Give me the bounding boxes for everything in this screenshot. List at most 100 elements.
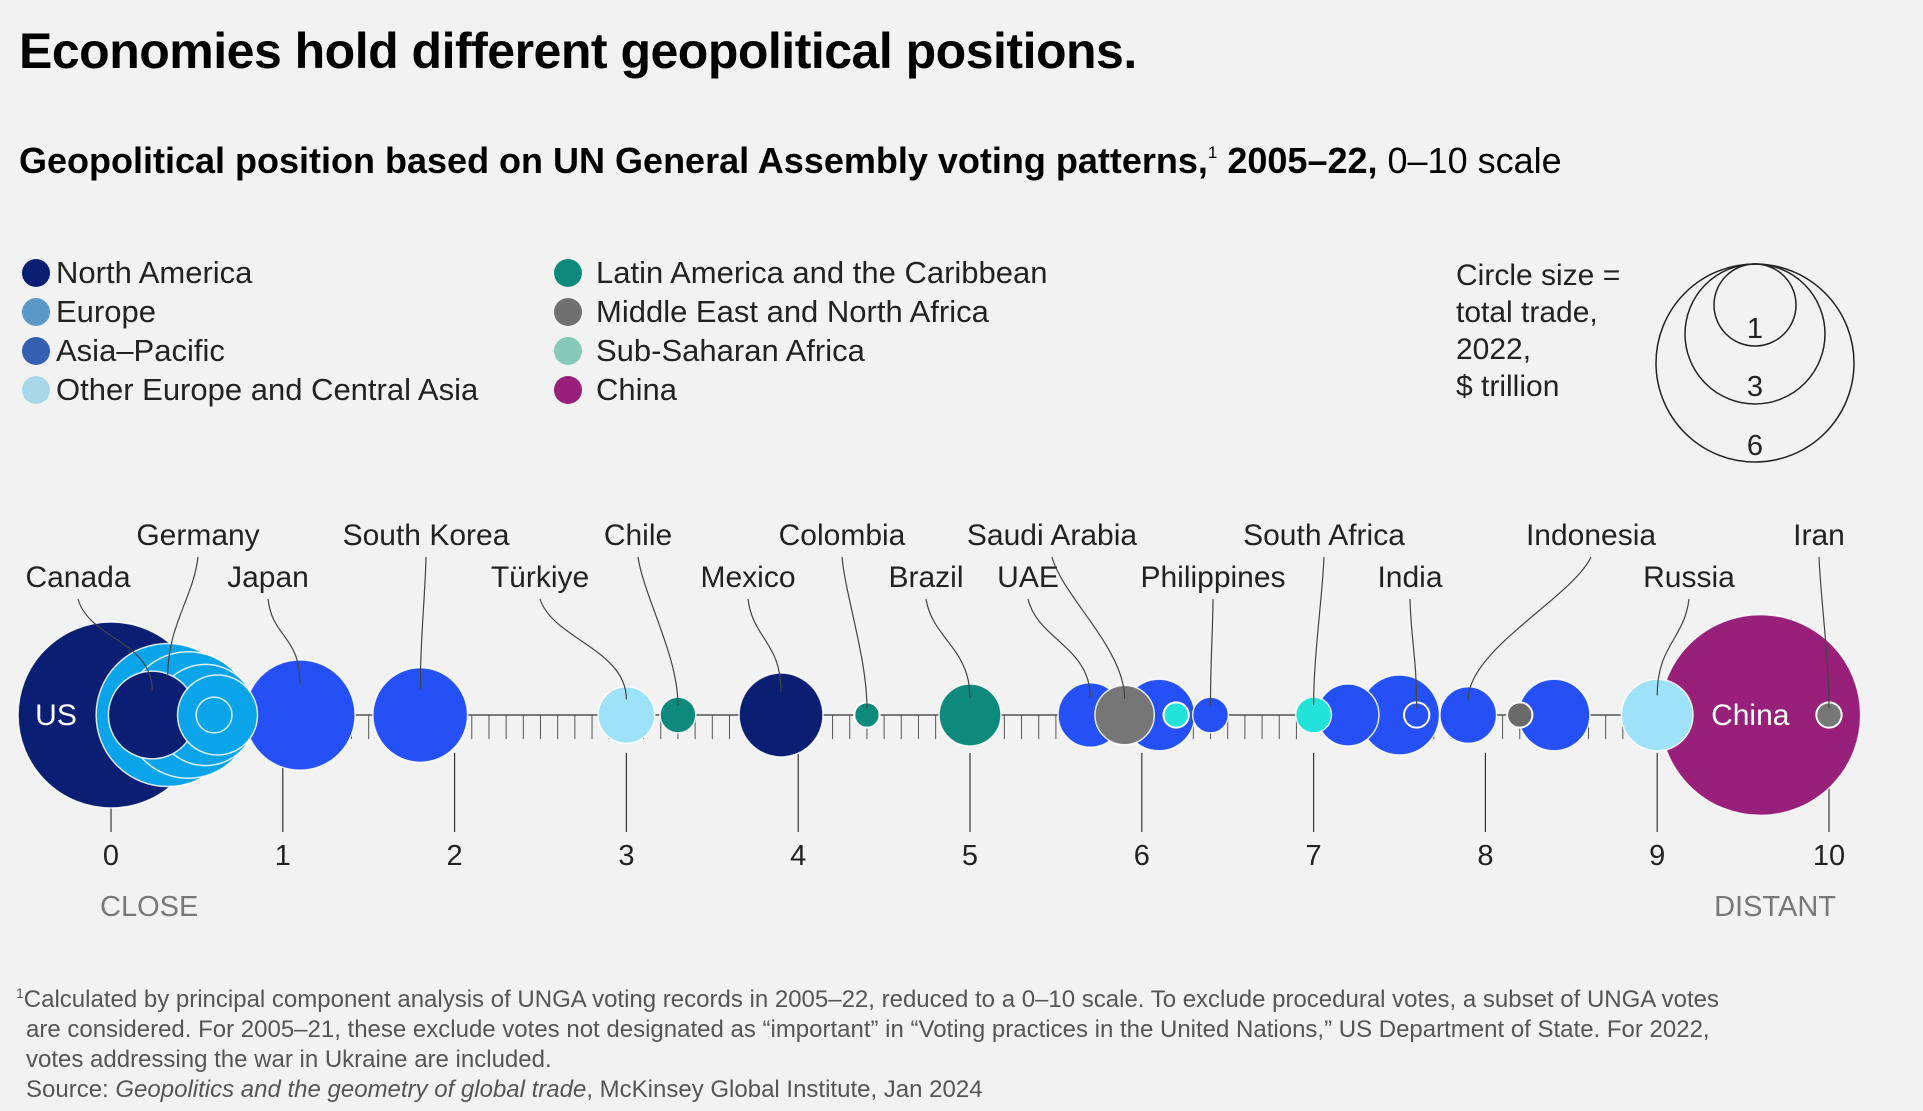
x-tick-label: 9 xyxy=(1649,840,1665,872)
legend-label: Asia–Pacific xyxy=(56,332,225,368)
footnote-line-2: are considered. For 2005–21, these exclu… xyxy=(26,1016,1710,1043)
legend-swatch xyxy=(22,375,50,404)
point-label-russia: Russia xyxy=(1643,561,1735,594)
subtitle-footnote-marker: 1 xyxy=(1207,143,1218,162)
point-label-china: China xyxy=(1711,699,1790,732)
source-prefix: Source: xyxy=(26,1076,116,1103)
bubble-brazil xyxy=(938,683,1002,747)
size-key-line: Circle size = xyxy=(1456,259,1621,292)
legend-item-sub-saharan-africa: Sub-Saharan Africa xyxy=(554,331,1048,370)
point-label-philippines: Philippines xyxy=(1140,561,1285,594)
point-label-indonesia: Indonesia xyxy=(1526,519,1656,552)
legend-swatch xyxy=(22,297,50,326)
legend-item-asia-pacific: Asia–Pacific xyxy=(22,331,478,370)
point-label-saudi-arabia: Saudi Arabia xyxy=(967,519,1137,552)
leader-line-philippines xyxy=(1209,598,1214,706)
x-tick-label: 10 xyxy=(1813,840,1845,872)
footnote-line-3: votes addressing the war in Ukraine are … xyxy=(26,1046,552,1073)
x-tick-label: 4 xyxy=(790,840,806,872)
bubble-unlabeled-6 xyxy=(195,696,233,734)
axis-end-label-close: CLOSE xyxy=(100,891,198,923)
point-label-us: US xyxy=(35,699,77,732)
leader-line-colombia xyxy=(841,556,868,709)
point-label-south-korea: South Korea xyxy=(343,519,510,552)
leader-line-iran xyxy=(1818,556,1830,709)
point-label-canada: Canada xyxy=(25,561,130,594)
leader-line-brazil xyxy=(925,598,971,698)
size-key-line: 2022, xyxy=(1456,333,1532,366)
leader-line-saudi-arabia xyxy=(1051,556,1126,699)
bubble-unlabeled-24 xyxy=(1506,701,1534,729)
leader-line-india xyxy=(1409,598,1418,709)
source-suffix: , McKinsey Global Institute, Jan 2024 xyxy=(586,1076,983,1103)
legend-label: China xyxy=(596,371,677,407)
subtitle-years: 2005–22, xyxy=(1217,140,1378,181)
legend-swatch xyxy=(554,258,582,287)
bubble-t-rkiye xyxy=(597,685,656,745)
point-label-uae: UAE xyxy=(997,561,1059,594)
subtitle-scale: 0–10 scale xyxy=(1377,140,1562,181)
x-tick-label: 6 xyxy=(1134,840,1150,872)
x-tick-label: 5 xyxy=(962,840,978,872)
x-tick-label: 1 xyxy=(275,840,291,872)
chart-subtitle: Geopolitical position based on UN Genera… xyxy=(19,140,1562,182)
point-label-brazil: Brazil xyxy=(888,561,963,594)
leader-line-japan xyxy=(267,598,301,685)
leader-line-chile xyxy=(637,556,679,706)
point-label-iran: Iran xyxy=(1793,519,1845,552)
point-label-colombia: Colombia xyxy=(779,519,906,552)
bubble-indonesia xyxy=(1439,685,1498,745)
legend-item-china: China xyxy=(554,370,1048,409)
legend-label: Europe xyxy=(56,293,156,329)
axis-end-label-distant: DISTANT xyxy=(1714,891,1836,923)
size-key-circle-1 xyxy=(1713,263,1797,347)
legend-item-middle-east: Middle East and North Africa xyxy=(554,292,1048,331)
size-key-value-6: 6 xyxy=(1747,430,1763,462)
legend-column-2: Latin America and the Caribbean Middle E… xyxy=(554,253,1048,409)
source-title: Geopolitics and the geometry of global t… xyxy=(115,1076,587,1103)
x-tick-label: 7 xyxy=(1306,840,1322,872)
footnote: 1Calculated by principal component analy… xyxy=(16,978,1896,1105)
footnote-line-1: Calculated by principal component analys… xyxy=(23,986,1719,1013)
legend-label: Sub-Saharan Africa xyxy=(596,332,865,368)
bubble-saudi-arabia xyxy=(1094,684,1156,746)
legend-item-north-america: North America xyxy=(22,253,478,292)
legend-item-europe: Europe xyxy=(22,292,478,331)
leader-line-russia xyxy=(1656,598,1690,696)
x-tick-label: 8 xyxy=(1477,840,1493,872)
legend-swatch xyxy=(554,297,582,326)
legend-item-latin-america: Latin America and the Caribbean xyxy=(554,253,1048,292)
page-title: Economies hold different geopolitical po… xyxy=(19,23,1137,79)
legend-swatch xyxy=(22,258,50,287)
legend-label: Latin America and the Caribbean xyxy=(596,254,1048,290)
legend-column-1: North America Europe Asia–Pacific Other … xyxy=(22,253,478,409)
legend-label: Middle East and North Africa xyxy=(596,293,989,329)
footnote-marker: 1 xyxy=(16,985,24,1001)
legend-item-other-europe: Other Europe and Central Asia xyxy=(22,370,478,409)
point-label-mexico: Mexico xyxy=(700,561,795,594)
legend-label: Other Europe and Central Asia xyxy=(56,371,479,407)
bubble-mexico xyxy=(738,672,824,758)
x-tick-label: 0 xyxy=(103,840,119,872)
point-label-south-africa: South Africa xyxy=(1243,519,1405,552)
size-key-value-1: 1 xyxy=(1747,313,1763,345)
bubble-russia xyxy=(1620,678,1694,752)
leader-line-mexico xyxy=(747,598,782,692)
point-label-japan: Japan xyxy=(227,561,309,594)
size-key-line: total trade, xyxy=(1456,296,1598,329)
legend-swatch xyxy=(22,336,50,365)
bubble-unlabeled-17 xyxy=(1162,701,1190,729)
legend-swatch xyxy=(554,375,582,404)
legend-swatch xyxy=(554,336,582,365)
source-line: Source: Geopolitics and the geometry of … xyxy=(16,1075,1896,1105)
size-key-line: $ trillion xyxy=(1456,370,1560,403)
point-label-chile: Chile xyxy=(604,519,672,552)
x-tick-label: 3 xyxy=(618,840,634,872)
size-key-value-3: 3 xyxy=(1747,371,1763,403)
leader-line-south-korea xyxy=(419,556,427,689)
leader-line-indonesia xyxy=(1467,556,1592,700)
leader-line-uae xyxy=(1027,598,1091,698)
leader-line-south-africa xyxy=(1313,556,1325,706)
